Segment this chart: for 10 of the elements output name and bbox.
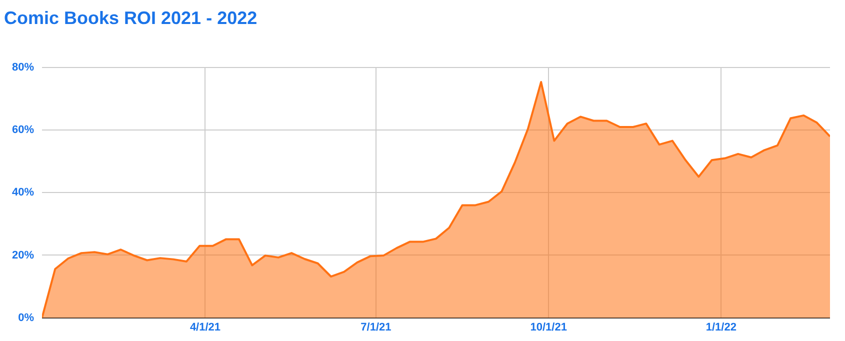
chart-title: Comic Books ROI 2021 - 2022 (4, 8, 258, 28)
x-tick-label: 1/1/22 (706, 321, 736, 334)
x-tick-label: 7/1/21 (360, 321, 392, 334)
y-tick-label: 60% (12, 124, 34, 136)
y-tick-label: 80% (12, 62, 34, 74)
y-tick-label: 20% (12, 249, 34, 262)
y-tick-label: 0% (18, 312, 34, 324)
y-tick-label: 40% (12, 186, 34, 199)
x-tick-label: 10/1/21 (530, 321, 567, 334)
x-tick-label: 4/1/21 (190, 321, 221, 334)
